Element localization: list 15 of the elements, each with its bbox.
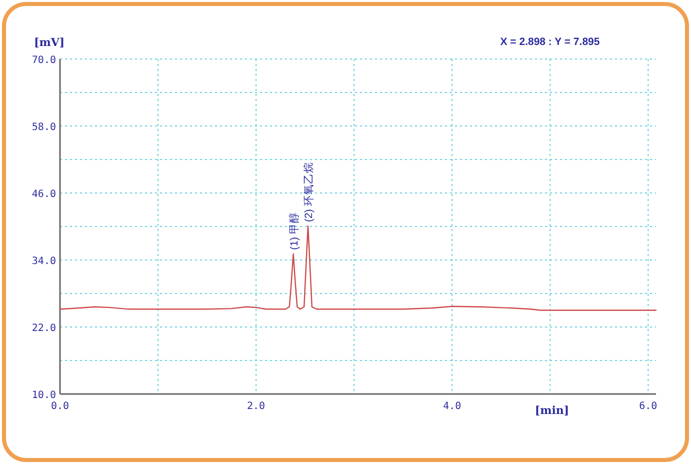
x-tick-label: 0.0 [50,401,70,412]
x-axis-title: [min] [534,404,570,417]
y-tick-label: 22.0 [32,323,56,334]
y-tick-label: 70.0 [32,55,56,66]
y-tick-label: 46.0 [32,189,56,200]
x-tick-label: 6.0 [639,401,658,412]
y-axis-title: [mV] [34,36,65,49]
text: X = 2.898 : Y = 7.895 [500,36,600,48]
x-tick-label: 2.0 [247,401,266,412]
x-tick-label: 4.0 [443,401,462,412]
y-tick-label: 10.0 [32,390,56,401]
annotation: (2) 环氧乙烷 [302,162,316,222]
y-tick-label: 34.0 [32,256,56,267]
y-tick-label: 58.0 [32,122,56,133]
annotation: (1) 甲醇 [287,212,300,250]
